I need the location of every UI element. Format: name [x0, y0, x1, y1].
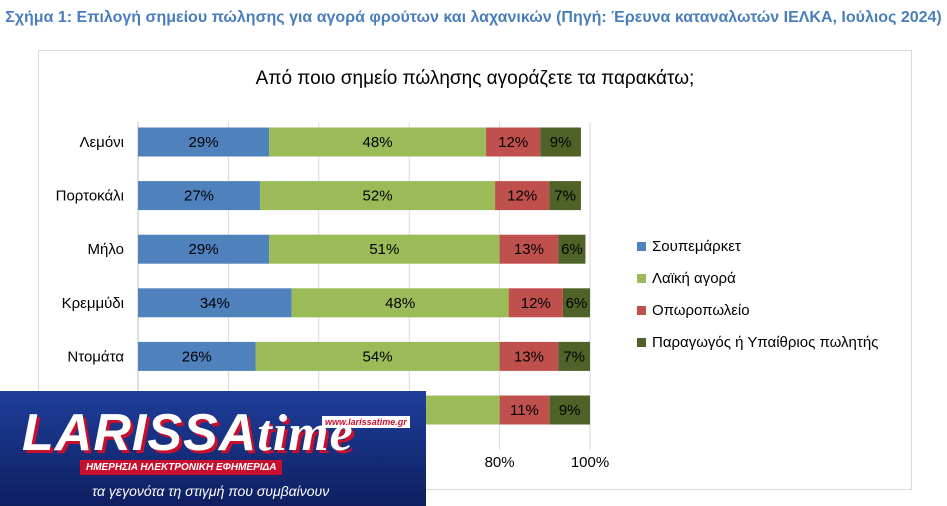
data-label: 34% — [200, 295, 230, 312]
bar-segment — [499, 395, 550, 425]
bar-segment — [495, 181, 550, 211]
data-label: 6% — [566, 295, 588, 312]
logo-tagline: τα γεγονότα τη στιγμή που συμβαίνουν — [92, 483, 330, 499]
legend-label: Σουπεμάρκετ — [652, 237, 741, 255]
bar-segment — [269, 234, 500, 264]
data-label: 9% — [550, 134, 572, 151]
data-label: 12% — [498, 134, 528, 151]
bar-segment — [508, 288, 563, 318]
legend-item: Σουπεμάρκετ — [637, 230, 878, 262]
bar-segment — [291, 288, 509, 318]
bar-segment — [499, 341, 559, 371]
bar-segment — [558, 341, 590, 371]
x-tick-label: 100% — [571, 454, 609, 471]
category-label: Ντομάτα — [67, 348, 124, 365]
legend-label: Οπωροπωλείο — [652, 301, 750, 319]
legend-swatch — [637, 241, 646, 251]
category-label: Λεμόνι — [79, 134, 124, 151]
legend-item: Λαϊκή αγορά — [637, 262, 878, 294]
legend-label: Παραγωγός ή Υπαίθριος πωλητής — [652, 333, 879, 351]
bar-segment — [558, 234, 586, 264]
data-label: 54% — [363, 348, 393, 365]
bar-segment — [138, 234, 270, 264]
bar-segment — [562, 288, 590, 318]
bar-segment — [540, 127, 581, 157]
bar-segment — [138, 181, 261, 211]
data-label: 27% — [184, 188, 214, 205]
figure-caption: Σχήμα 1: Επιλογή σημείου πώλησης για αγο… — [5, 9, 942, 26]
larissatime-watermark: LARISSAtime www.larissatime.gr ΗΜΕΡΗΣΙΑ … — [0, 391, 426, 506]
bar-segment — [138, 127, 270, 157]
legend: Σουπεμάρκετ Λαϊκή αγορά Οπωροπωλείο Παραγωγ… — [637, 230, 878, 358]
bar-segment — [255, 341, 500, 371]
data-label: 13% — [514, 241, 544, 258]
data-label: 52% — [363, 188, 393, 205]
logo-subtitle: ΗΜΕΡΗΣΙΑ ΗΛΕΚΤΡΟΝΙΚΗ ΕΦΗΜΕΡΙΔΑ — [80, 460, 283, 475]
data-label: 7% — [554, 188, 576, 205]
data-label: 48% — [385, 295, 415, 312]
data-label: 11% — [510, 402, 539, 419]
data-label: 48% — [363, 134, 393, 151]
data-label: 51% — [369, 241, 399, 258]
bar-segment — [549, 395, 590, 425]
bar-segment — [138, 341, 256, 371]
data-label: 7% — [563, 348, 585, 365]
legend-label: Λαϊκή αγορά — [652, 269, 736, 287]
bar-segment — [260, 181, 496, 211]
bar-segment — [138, 288, 292, 318]
bar-segment — [549, 181, 581, 211]
data-label: 9% — [559, 402, 581, 419]
bar-segment — [269, 127, 487, 157]
data-label: 12% — [507, 188, 537, 205]
category-label: Κρεμμύδι — [62, 295, 124, 312]
data-label: 26% — [182, 348, 212, 365]
chart-frame — [38, 50, 912, 490]
data-label: 12% — [521, 295, 551, 312]
legend-swatch — [637, 305, 646, 315]
legend-item: Οπωροπωλείο — [637, 294, 878, 326]
legend-swatch — [637, 337, 646, 347]
data-label: 13% — [514, 348, 544, 365]
larissatime-logo: LARISSAtime — [22, 404, 354, 462]
bar-segment — [499, 234, 559, 264]
bar-segment — [486, 127, 541, 157]
data-label: 29% — [189, 134, 219, 151]
chart-title: Από ποιο σημείο πώλησης αγοράζετε τα παρ… — [255, 68, 695, 89]
legend-item: Παραγωγός ή Υπαίθριος πωλητής — [637, 326, 878, 358]
logo-url: www.larissatime.gr — [322, 416, 410, 428]
data-label: 29% — [189, 241, 219, 258]
category-label: Μήλο — [88, 241, 124, 258]
category-label: Πορτοκάλι — [56, 188, 124, 205]
data-label: 6% — [561, 241, 583, 258]
legend-swatch — [637, 273, 646, 283]
x-tick-label: 80% — [485, 454, 515, 471]
